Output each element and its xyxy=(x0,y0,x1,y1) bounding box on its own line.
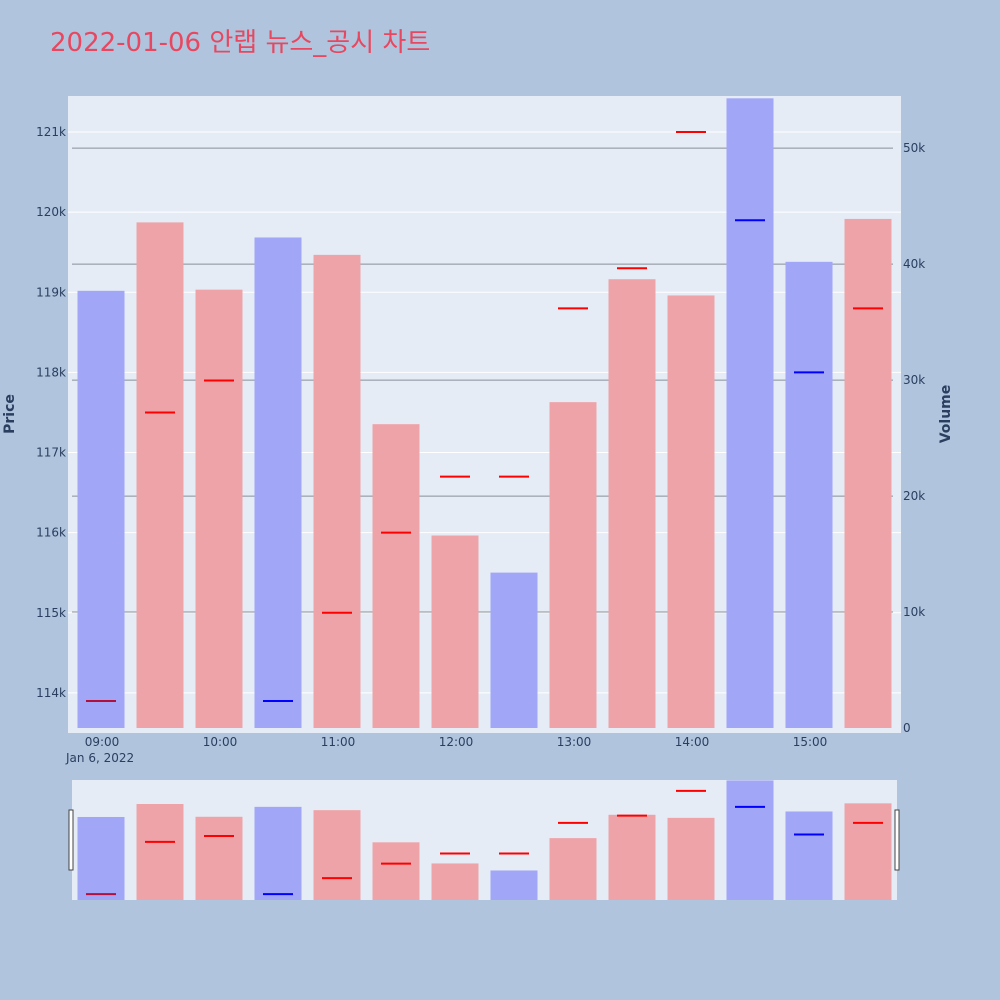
x-tick-label: 12:00 xyxy=(439,735,474,749)
price-tick-label: 121k xyxy=(36,125,66,139)
range-slider-bar xyxy=(431,863,479,900)
price-tick-label: 115k xyxy=(36,606,66,620)
x-tick-label: 15:00 xyxy=(793,735,828,749)
volume-tick-label: 10k xyxy=(903,605,925,619)
volume-bars xyxy=(77,98,892,729)
range-slider-bars xyxy=(77,780,892,900)
x-tick-label: 09:00 xyxy=(85,735,120,749)
volume-bar xyxy=(77,290,125,728)
range-slider-bar xyxy=(785,811,833,900)
range-slider-bar xyxy=(136,804,184,900)
volume-tick-label: 50k xyxy=(903,141,925,155)
x-date-label: Jan 6, 2022 xyxy=(65,751,134,765)
volume-bar xyxy=(254,237,302,729)
volume-bar xyxy=(431,535,479,728)
range-slider-bar xyxy=(372,842,420,900)
price-tick-label: 119k xyxy=(36,285,66,299)
price-markers xyxy=(86,131,883,702)
volume-bar xyxy=(195,289,243,728)
volume-axis-ticks: 0 10k 20k 30k 40k 50k xyxy=(903,141,925,735)
chart-title: 2022-01-06 안랩 뉴스_공시 차트 xyxy=(50,28,431,58)
price-tick-label: 114k xyxy=(36,686,66,700)
volume-bar xyxy=(844,218,892,729)
volume-bar xyxy=(372,424,420,728)
volume-bar xyxy=(549,402,597,728)
price-tick-label: 116k xyxy=(36,526,66,540)
range-slider-bar xyxy=(490,870,538,900)
range-slider-left-handle[interactable] xyxy=(68,809,74,871)
range-slider[interactable] xyxy=(68,780,900,900)
volume-tick-label: 20k xyxy=(903,489,925,503)
volume-bar xyxy=(608,279,656,728)
volume-bar xyxy=(726,98,774,728)
range-slider-bar xyxy=(608,814,656,900)
range-slider-bar xyxy=(195,816,243,900)
range-slider-markers xyxy=(86,789,883,896)
price-tick-label: 117k xyxy=(36,446,66,460)
volume-bar xyxy=(667,295,715,728)
x-tick-label: 11:00 xyxy=(321,735,356,749)
range-slider-bar xyxy=(77,816,125,900)
price-axis-title: Price xyxy=(2,394,18,434)
x-axis-ticks: 09:00 10:00 11:00 12:00 13:00 14:00 15:00 xyxy=(85,735,828,749)
volume-tick-label: 30k xyxy=(903,373,925,387)
volume-bar xyxy=(136,222,184,728)
volume-bar xyxy=(785,261,833,728)
x-tick-label: 13:00 xyxy=(557,735,592,749)
volume-tick-label: 40k xyxy=(903,257,925,271)
x-tick-label: 10:00 xyxy=(203,735,238,749)
range-slider-bar xyxy=(313,810,361,900)
range-slider-bar xyxy=(667,817,715,900)
range-slider-bar xyxy=(254,806,302,900)
volume-bar xyxy=(313,254,361,728)
price-tick-label: 120k xyxy=(36,205,66,219)
volume-axis-title: Volume xyxy=(938,385,954,444)
x-tick-label: 14:00 xyxy=(675,735,710,749)
price-axis-ticks: 114k 115k 116k 117k 118k 119k 120k 121k xyxy=(36,125,66,700)
range-slider-bar xyxy=(844,803,892,900)
range-slider-bar xyxy=(549,838,597,900)
volume-tick-label: 0 xyxy=(903,721,911,735)
volume-bar xyxy=(490,572,538,728)
price-tick-label: 118k xyxy=(36,365,66,379)
range-slider-bar xyxy=(726,780,774,900)
main-plot-background xyxy=(68,96,901,733)
range-slider-right-handle[interactable] xyxy=(894,809,900,871)
